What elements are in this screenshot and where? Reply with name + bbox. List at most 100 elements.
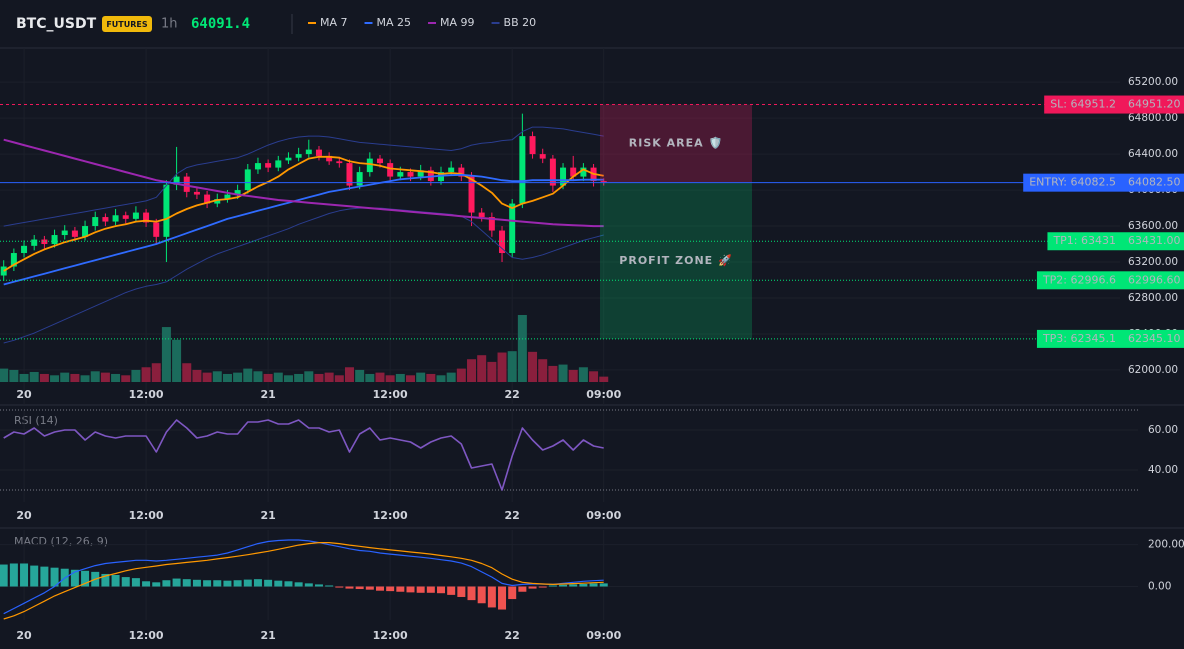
candle-body [600, 181, 607, 183]
candle-body [376, 158, 383, 164]
volume-bar [80, 375, 90, 382]
legend-entry[interactable]: BB 20 [504, 16, 537, 29]
y-tick-label: 65200.00 [1128, 76, 1178, 88]
candle-body [31, 239, 38, 246]
trade-zone [600, 104, 752, 183]
level-value-label: 62996.60 [1128, 273, 1181, 286]
y-tick-label: 200.00 [1148, 539, 1184, 551]
macd-histogram-bar [182, 579, 191, 587]
candle-body [41, 239, 48, 245]
legend-entry[interactable]: MA 99 [440, 16, 475, 29]
x-tick-label: 21 [260, 629, 275, 642]
moving-average [3, 155, 604, 272]
volume-bar [111, 373, 121, 382]
candle-body [224, 194, 231, 200]
candle-body [51, 235, 58, 245]
macd-histogram-bar [192, 579, 201, 587]
candle-body [519, 136, 526, 204]
macd-histogram-bar [569, 584, 578, 587]
symbol: BTC_USDT [16, 16, 97, 32]
candle-body [254, 163, 261, 170]
macd-histogram-bar [111, 575, 120, 587]
y-tick-label: 40.00 [1148, 464, 1178, 476]
level-value-bg [1122, 232, 1184, 251]
zone-label: PROFIT ZONE 🚀 [619, 254, 732, 267]
macd-histogram-bar [477, 586, 486, 604]
macd-histogram-bar [253, 579, 262, 587]
candle-body [549, 158, 556, 186]
candle-body [173, 176, 180, 185]
level-label-bg [1047, 232, 1122, 251]
volume-bar [365, 373, 375, 382]
macd-histogram-bar [304, 583, 313, 587]
volume-bar [599, 376, 609, 382]
x-tick-label: 22 [505, 509, 520, 522]
macd-histogram-bar [375, 586, 384, 591]
volume-bar [151, 363, 161, 382]
y-tick-label: 62800.00 [1128, 292, 1178, 304]
candle-body [204, 194, 211, 204]
macd-histogram-bar [447, 586, 456, 595]
candle-body [560, 167, 567, 186]
volume-bar [294, 373, 304, 382]
legend-entry[interactable]: MA 7 [320, 16, 348, 29]
bb-lower [3, 207, 604, 344]
candle-body [122, 215, 129, 219]
volume-bar [192, 369, 202, 382]
volume-bar [121, 375, 131, 382]
macd-histogram-bar [579, 584, 588, 587]
candle-body [326, 155, 333, 162]
macd-histogram-bar [325, 585, 334, 587]
macd-histogram-bar [498, 586, 507, 610]
macd-histogram-bar [559, 584, 568, 587]
volume-bar [233, 372, 243, 382]
macd-histogram-bar [274, 580, 283, 587]
volume-bar [50, 375, 60, 382]
label-layer: MA 7 MA 25 MA 99 BB 20 RISK AREA 🛡️ PROFIT ZO… [308, 16, 1184, 348]
macd-histogram-bar [426, 586, 435, 593]
candle-body [448, 167, 455, 173]
interval[interactable]: 1h [161, 17, 178, 32]
volume-bar [253, 371, 263, 382]
volume-bar [202, 372, 212, 382]
macd-histogram-bar [487, 586, 496, 608]
candle-body [0, 266, 7, 276]
candle-body [92, 217, 99, 227]
x-tick-label: 12:00 [129, 388, 164, 401]
macd-histogram-bar [9, 563, 18, 587]
candle-body [112, 215, 119, 222]
level-label-bg [1036, 271, 1122, 290]
x-tick-label: 20 [16, 388, 32, 401]
level-value-label: 63431.00 [1128, 234, 1181, 247]
x-tick-label: 12:00 [373, 509, 408, 522]
level-label: ENTRY: 64082.5 [1029, 176, 1116, 189]
macd-histogram-bar [406, 586, 415, 593]
y-tick-label: 0.00 [1148, 581, 1171, 593]
volume-bar [558, 364, 568, 382]
macd-histogram-bar [172, 578, 181, 587]
macd-histogram-bar [335, 586, 344, 588]
badge-bg [102, 16, 152, 32]
volume-bar [60, 372, 70, 382]
legend-entry[interactable]: MA 25 [377, 16, 412, 29]
volume-bar [19, 373, 29, 382]
badge: FUTURES [106, 20, 148, 29]
x-tick-label: 21 [260, 388, 275, 401]
volume-bar [222, 373, 232, 382]
x-tick-label: 20 [16, 509, 32, 522]
level-value-label: 62345.10 [1128, 332, 1181, 345]
volume-bar [406, 375, 415, 382]
candle-body [153, 222, 160, 237]
trade-zone [600, 182, 752, 339]
moving-average [3, 138, 604, 228]
level-label-bg [1044, 95, 1122, 114]
y-tick-label: 63200.00 [1128, 256, 1178, 268]
level-label-bg [1023, 173, 1122, 192]
volume-bar [487, 361, 497, 382]
level-label: TP3: 62345.1 [1042, 332, 1116, 345]
candle-body [163, 184, 170, 237]
volume-bar [375, 372, 385, 382]
grid-layer: 62000.0062400.0062800.0063200.0063600.00… [0, 48, 1184, 642]
y-tick-label: 62000.00 [1128, 364, 1178, 376]
candle-body [488, 217, 495, 231]
